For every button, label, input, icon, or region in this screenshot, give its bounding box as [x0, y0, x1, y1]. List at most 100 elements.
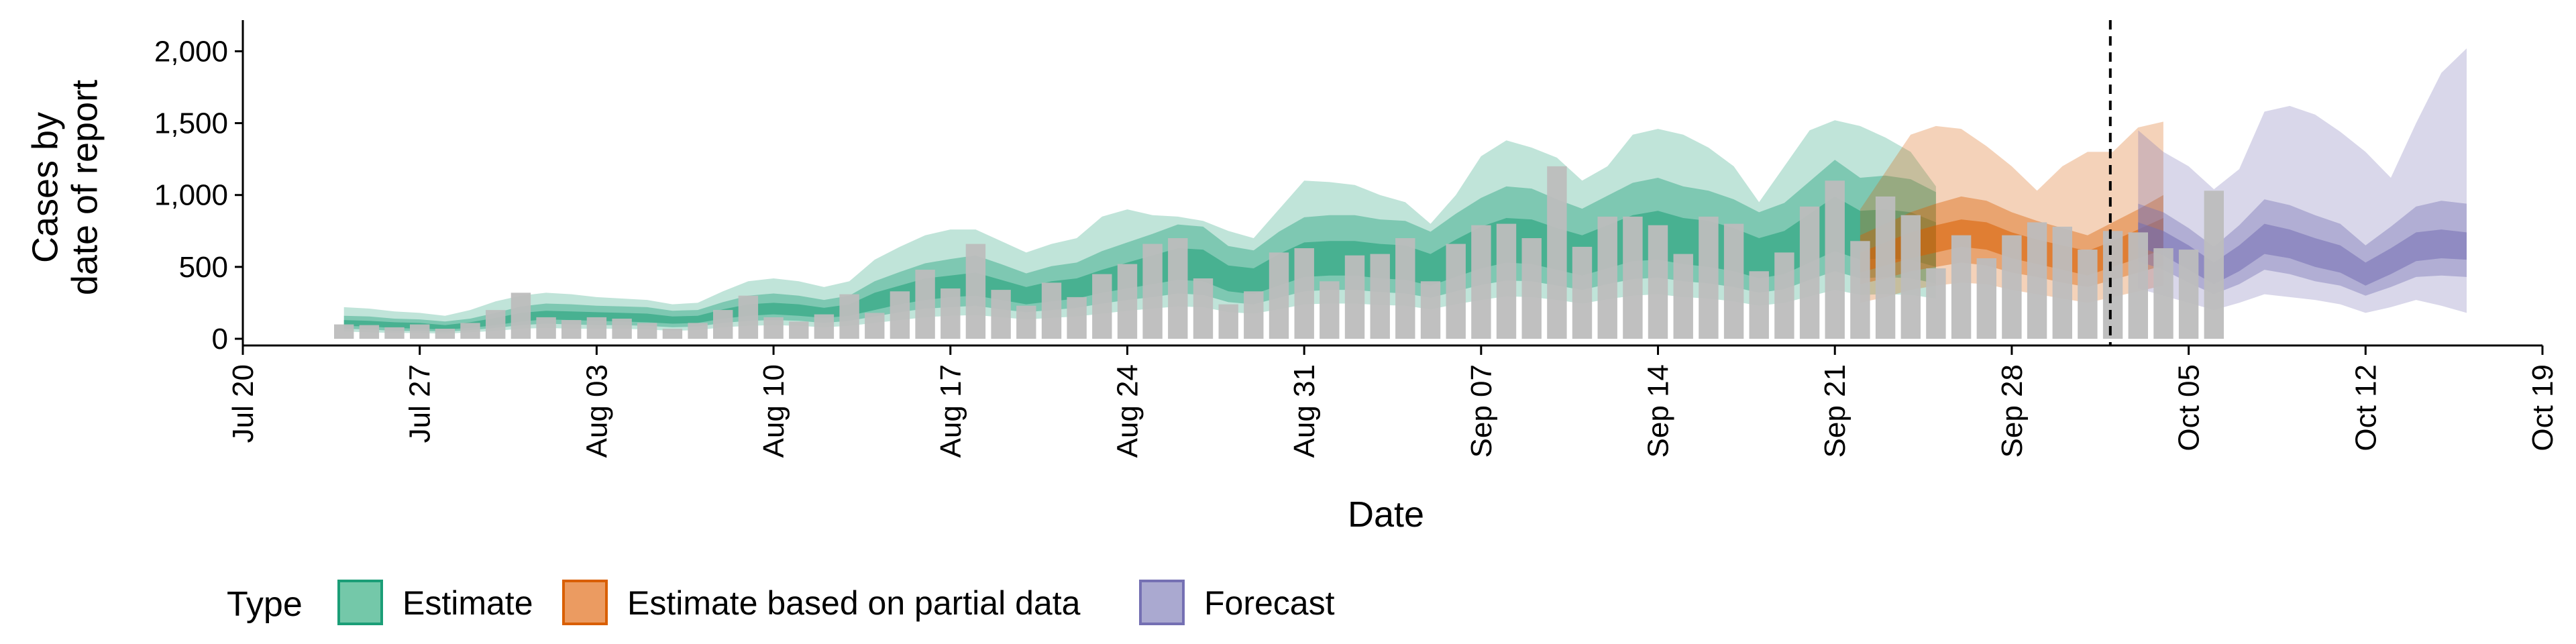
y-axis-title: Cases bydate of report	[25, 80, 105, 295]
case-bar	[738, 295, 759, 339]
case-bar	[384, 327, 405, 339]
legend-label: Estimate	[402, 584, 533, 622]
case-bar	[1875, 196, 1896, 339]
case-bar	[1117, 264, 1138, 339]
case-bar	[1471, 225, 1491, 339]
legend-item: Forecast	[1139, 580, 1335, 625]
x-tick-label: Sep 28	[1996, 364, 2029, 458]
case-bar	[536, 317, 556, 339]
x-tick-label: Sep 14	[1642, 364, 1675, 458]
x-tick-label: Aug 24	[1112, 364, 1144, 458]
case-bar	[2102, 231, 2123, 339]
case-bar	[612, 319, 632, 339]
case-bar	[839, 294, 859, 339]
band-inner-series-0	[343, 196, 1936, 330]
y-tick-label: 2,000	[154, 35, 228, 68]
legend-label: Forecast	[1204, 584, 1335, 622]
legend-title: Type	[227, 585, 303, 624]
case-bar	[965, 244, 986, 339]
case-bar	[1648, 225, 1668, 339]
case-bar	[1623, 216, 1643, 339]
case-bar	[1749, 271, 1769, 339]
x-tick-label: Oct 12	[2349, 364, 2382, 451]
case-bar	[2078, 250, 2098, 339]
x-tick-label: Aug 03	[580, 364, 613, 458]
y-axis-title-line: Cases by	[25, 112, 65, 263]
x-tick-label: Sep 21	[1819, 364, 1851, 458]
case-bar	[1799, 206, 1820, 339]
case-bar	[1294, 248, 1314, 339]
case-bar	[1067, 297, 1087, 339]
axes: 0 500 1,000 1,500 2,000 Jul 20 Jul 27 Aug 03 Aug…	[25, 20, 2559, 535]
case-bar	[511, 292, 531, 339]
x-tick-label: Sep 07	[1465, 364, 1498, 458]
case-bar	[1723, 223, 1744, 339]
case-bar	[1016, 305, 1036, 339]
case-bar	[2153, 248, 2174, 339]
case-bar	[1673, 254, 1693, 339]
case-bar	[1547, 166, 1567, 339]
legend-item: Estimate	[337, 580, 533, 625]
case-bar	[1395, 238, 1415, 339]
case-bar	[1926, 268, 1946, 339]
case-bar	[1951, 235, 1972, 339]
case-bar	[1092, 274, 1112, 339]
legend-key	[337, 580, 383, 625]
legend: Type Estimate Estimate based on partial da…	[227, 580, 1335, 625]
case-bar	[713, 310, 733, 339]
case-bar	[1774, 252, 1794, 339]
case-bar	[2178, 250, 2199, 339]
band-mid-series-0	[343, 160, 1936, 332]
case-bar	[2204, 191, 2224, 339]
x-axis-title: Date	[1348, 494, 1424, 535]
case-bar	[814, 314, 835, 339]
y-tick-label: 0	[212, 323, 228, 356]
case-bar	[991, 290, 1011, 339]
case-bar	[1193, 278, 1214, 339]
case-bar	[486, 310, 506, 339]
case-bar	[915, 270, 935, 339]
case-bar	[1900, 215, 1921, 339]
case-bar	[1370, 254, 1390, 339]
legend-key	[562, 580, 608, 625]
case-bar	[865, 313, 885, 339]
case-bar	[586, 317, 607, 339]
case-bar	[941, 288, 961, 339]
y-tick-label: 1,500	[154, 107, 228, 140]
case-bar	[1496, 223, 1517, 339]
case-bar	[1976, 258, 1996, 339]
case-bar	[2027, 222, 2047, 339]
x-tick-label: Oct 19	[2526, 364, 2559, 451]
y-tick-label: 1,000	[154, 179, 228, 212]
x-tick-label: Aug 31	[1288, 364, 1321, 458]
case-bar	[1850, 241, 1870, 339]
legend-label: Estimate based on partial data	[627, 584, 1081, 622]
case-bar	[1597, 216, 1617, 339]
x-tick-label: Aug 17	[934, 364, 967, 458]
case-bar	[561, 320, 582, 339]
case-bar	[1269, 252, 1289, 339]
y-tick-label: 500	[179, 251, 228, 284]
case-bar	[1572, 246, 1593, 339]
case-bar	[2052, 226, 2072, 339]
case-bar	[1699, 216, 1719, 339]
x-tick-label: Oct 05	[2173, 364, 2206, 451]
case-bar	[410, 324, 430, 339]
case-bar	[1420, 281, 1441, 339]
y-axis-title-line: date of report	[65, 80, 105, 295]
case-bar	[359, 325, 380, 339]
case-bar	[2128, 232, 2148, 339]
reported-cases-bars	[334, 166, 2224, 339]
case-bar	[1446, 244, 1466, 339]
case-bar	[890, 291, 910, 339]
case-bar	[1244, 291, 1264, 339]
case-bar	[460, 323, 480, 339]
case-bar	[1344, 255, 1365, 339]
case-bar	[1041, 282, 1062, 339]
case-bar	[1168, 238, 1188, 339]
case-bar	[688, 323, 708, 339]
case-bar	[435, 329, 455, 339]
x-tick-label: Jul 20	[227, 364, 260, 443]
case-bar	[637, 323, 657, 339]
